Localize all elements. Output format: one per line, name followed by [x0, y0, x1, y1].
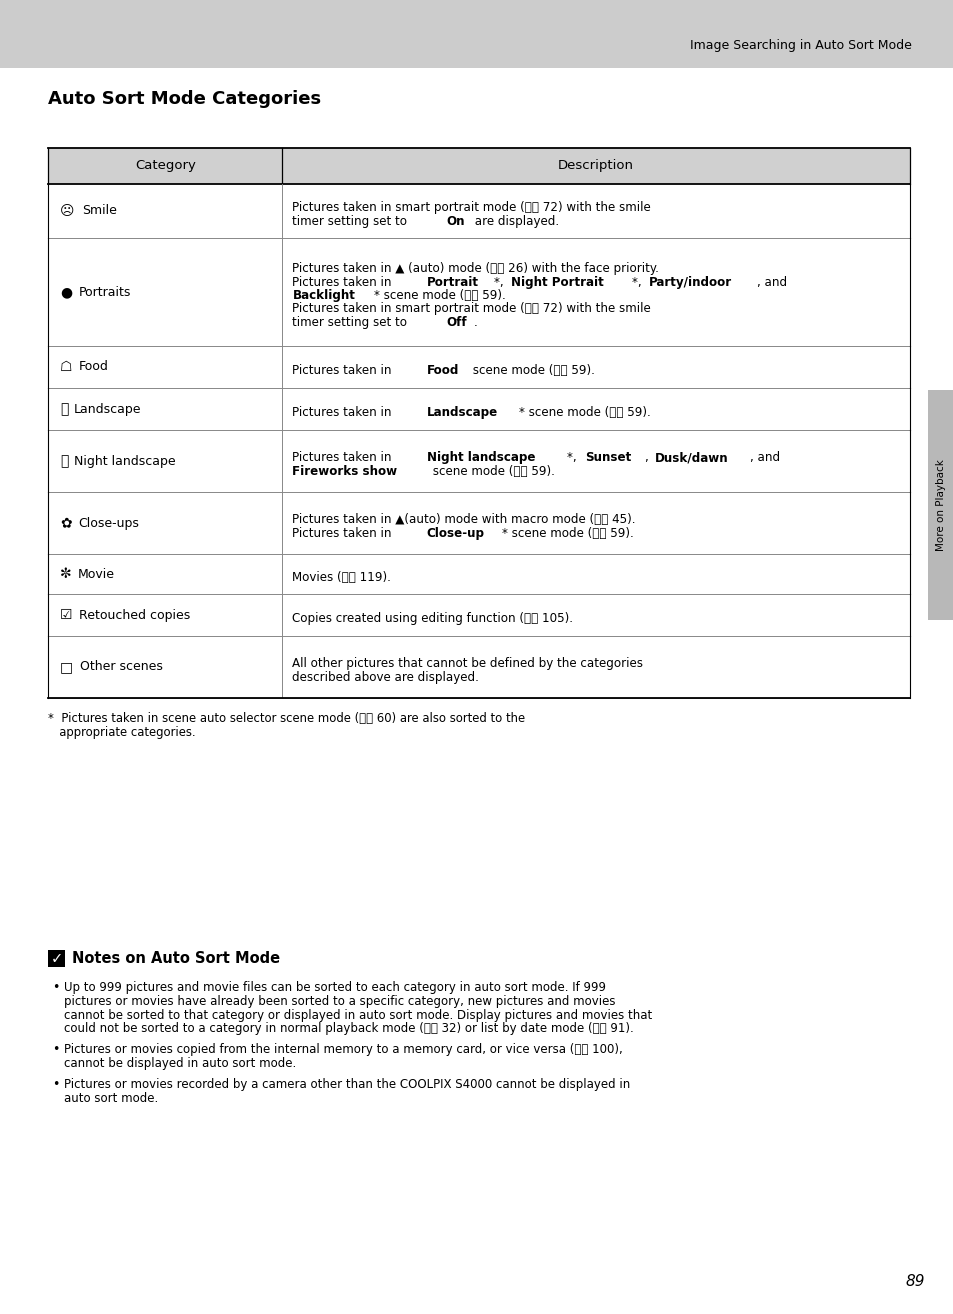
- Text: Copies created using editing function (⧉⧉ 105).: Copies created using editing function (⧉…: [293, 612, 573, 625]
- Bar: [48, 388, 909, 430]
- Text: Portraits: Portraits: [79, 285, 131, 298]
- Text: Smile: Smile: [82, 205, 116, 218]
- Text: Category: Category: [134, 159, 195, 172]
- Text: ✼: ✼: [60, 568, 71, 581]
- Bar: [48, 184, 909, 238]
- Text: Fireworks show: Fireworks show: [293, 465, 397, 478]
- Text: ⛰: ⛰: [60, 402, 69, 417]
- Text: Night Portrait: Night Portrait: [511, 276, 603, 289]
- Bar: [48, 636, 909, 698]
- Text: Night landscape: Night landscape: [426, 451, 535, 464]
- Text: timer setting set to: timer setting set to: [293, 315, 411, 328]
- Text: Portrait: Portrait: [426, 276, 478, 289]
- Text: Description: Description: [558, 159, 634, 172]
- Bar: [48, 346, 909, 388]
- Text: ☖: ☖: [60, 360, 72, 374]
- Text: On: On: [446, 214, 465, 227]
- Text: Up to 999 pictures and movie files can be sorted to each category in auto sort m: Up to 999 pictures and movie files can b…: [64, 982, 605, 993]
- Text: Pictures taken in: Pictures taken in: [293, 527, 395, 540]
- Text: •: •: [52, 1043, 59, 1056]
- Text: *,: *,: [631, 276, 644, 289]
- Text: Party/indoor: Party/indoor: [649, 276, 732, 289]
- Text: Pictures taken in smart portrait mode (⧉⧉ 72) with the smile: Pictures taken in smart portrait mode (⧉…: [293, 302, 651, 315]
- Bar: [48, 148, 909, 184]
- Text: Sunset: Sunset: [584, 451, 631, 464]
- Text: ●: ●: [60, 285, 72, 300]
- Text: ⛰: ⛰: [60, 455, 69, 468]
- Text: Landscape: Landscape: [73, 402, 141, 415]
- Text: More on Playback: More on Playback: [935, 459, 945, 551]
- Text: Food: Food: [79, 360, 109, 373]
- Text: •: •: [52, 1077, 59, 1091]
- Text: scene mode (⧉⧉ 59).: scene mode (⧉⧉ 59).: [429, 465, 555, 478]
- Text: scene mode (⧉⧉ 59).: scene mode (⧉⧉ 59).: [468, 364, 594, 377]
- Text: Retouched copies: Retouched copies: [79, 608, 191, 622]
- Text: could not be sorted to a category in normal playback mode (⧉⧉ 32) or list by dat: could not be sorted to a category in nor…: [64, 1022, 633, 1035]
- Text: appropriate categories.: appropriate categories.: [48, 727, 195, 738]
- Text: 89: 89: [905, 1275, 924, 1289]
- Text: Backlight: Backlight: [293, 289, 355, 302]
- Bar: [927, 390, 953, 620]
- Text: auto sort mode.: auto sort mode.: [64, 1092, 158, 1105]
- Text: pictures or movies have already been sorted to a specific category, new pictures: pictures or movies have already been sor…: [64, 995, 615, 1008]
- Text: •: •: [52, 982, 59, 993]
- Text: Dusk/dawn: Dusk/dawn: [654, 451, 727, 464]
- Text: , and: , and: [757, 276, 786, 289]
- Bar: [48, 555, 909, 594]
- Text: Image Searching in Auto Sort Mode: Image Searching in Auto Sort Mode: [689, 39, 911, 53]
- Text: □: □: [60, 660, 73, 674]
- Text: ,: ,: [644, 451, 652, 464]
- Text: Pictures taken in smart portrait mode (⧉⧉ 72) with the smile: Pictures taken in smart portrait mode (⧉…: [293, 201, 651, 214]
- Text: ☹: ☹: [60, 204, 74, 218]
- Text: , and: , and: [749, 451, 780, 464]
- Text: cannot be sorted to that category or displayed in auto sort mode. Display pictur: cannot be sorted to that category or dis…: [64, 1009, 652, 1021]
- Text: timer setting set to: timer setting set to: [293, 214, 411, 227]
- Text: Food: Food: [426, 364, 458, 377]
- Bar: [48, 430, 909, 491]
- Bar: [48, 238, 909, 346]
- Text: Movies (⧉⧉ 119).: Movies (⧉⧉ 119).: [293, 572, 391, 583]
- Text: Off: Off: [446, 315, 467, 328]
- Text: are displayed.: are displayed.: [470, 214, 558, 227]
- Text: *,: *,: [494, 276, 507, 289]
- Bar: [48, 950, 65, 967]
- Text: Night landscape: Night landscape: [73, 455, 175, 468]
- Text: *  Pictures taken in scene auto selector scene mode (⧉⧉ 60) are also sorted to t: * Pictures taken in scene auto selector …: [48, 712, 524, 725]
- Text: Auto Sort Mode Categories: Auto Sort Mode Categories: [48, 89, 321, 108]
- Text: Pictures taken in ▲(auto) mode with macro mode (⧉⧉ 45).: Pictures taken in ▲(auto) mode with macr…: [293, 514, 636, 527]
- Text: Pictures taken in: Pictures taken in: [293, 451, 395, 464]
- Text: Pictures or movies copied from the internal memory to a memory card, or vice ver: Pictures or movies copied from the inter…: [64, 1043, 622, 1056]
- Text: Movie: Movie: [78, 568, 115, 581]
- Text: All other pictures that cannot be defined by the categories: All other pictures that cannot be define…: [293, 657, 642, 670]
- Text: Close-ups: Close-ups: [78, 516, 139, 530]
- Text: Pictures taken in ▲ (auto) mode (⧉⧉ 26) with the face priority.: Pictures taken in ▲ (auto) mode (⧉⧉ 26) …: [293, 263, 659, 276]
- Text: Pictures taken in: Pictures taken in: [293, 406, 395, 419]
- Text: cannot be displayed in auto sort mode.: cannot be displayed in auto sort mode.: [64, 1056, 296, 1070]
- Text: ✿: ✿: [60, 516, 71, 530]
- Text: .: .: [473, 315, 476, 328]
- Bar: [48, 594, 909, 636]
- Text: *,: *,: [567, 451, 580, 464]
- Text: ☑: ☑: [60, 608, 72, 622]
- Text: Pictures taken in: Pictures taken in: [293, 276, 395, 289]
- Bar: [0, 0, 953, 68]
- Text: * scene mode (⧉⧉ 59).: * scene mode (⧉⧉ 59).: [501, 527, 633, 540]
- Text: Landscape: Landscape: [426, 406, 497, 419]
- Text: Notes on Auto Sort Mode: Notes on Auto Sort Mode: [71, 951, 280, 966]
- Bar: [48, 491, 909, 555]
- Text: Other scenes: Other scenes: [80, 661, 163, 674]
- Text: Close-up: Close-up: [426, 527, 484, 540]
- Text: described above are displayed.: described above are displayed.: [293, 670, 478, 683]
- Text: ✓: ✓: [51, 951, 63, 966]
- Text: Pictures or movies recorded by a camera other than the COOLPIX S4000 cannot be d: Pictures or movies recorded by a camera …: [64, 1077, 630, 1091]
- Text: * scene mode (⧉⧉ 59).: * scene mode (⧉⧉ 59).: [374, 289, 505, 302]
- Text: Pictures taken in: Pictures taken in: [293, 364, 395, 377]
- Text: * scene mode (⧉⧉ 59).: * scene mode (⧉⧉ 59).: [518, 406, 650, 419]
